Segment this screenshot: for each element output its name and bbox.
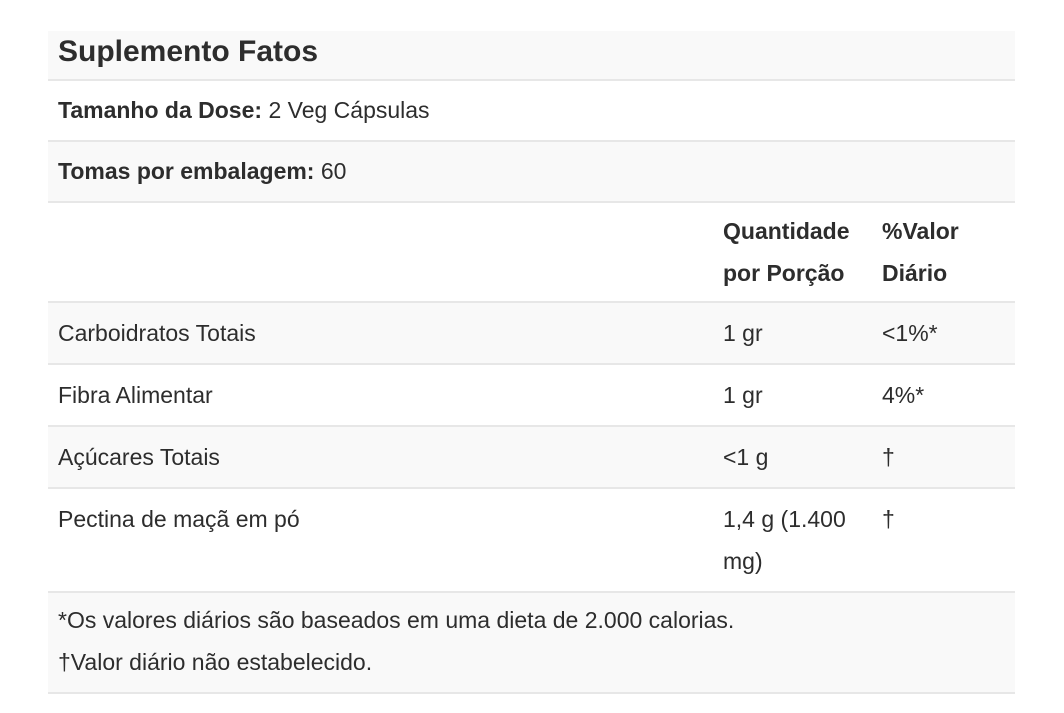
footnote-daily-values: *Os valores diários são baseados em uma … bbox=[58, 607, 735, 633]
panel-title: Suplemento Fatos bbox=[48, 31, 1015, 81]
table-row: Carboidratos Totais 1 gr <1%* bbox=[48, 303, 1015, 365]
header-percent-daily-value: %Valor Diário bbox=[882, 218, 959, 286]
ingredient-name: Carboidratos Totais bbox=[58, 320, 256, 346]
servings-per-container-label: Tomas por embalagem: bbox=[58, 158, 315, 184]
ingredient-name: Fibra Alimentar bbox=[58, 382, 213, 408]
supplement-facts-panel: Suplemento Fatos Tamanho da Dose: 2 Veg … bbox=[48, 31, 1015, 694]
header-ingredient-spacer bbox=[48, 210, 723, 294]
header-amount-per-serving: Quantidade por Porção bbox=[723, 218, 850, 286]
ingredient-amount: 1 gr bbox=[723, 320, 763, 346]
table-row: Açúcares Totais <1 g † bbox=[48, 427, 1015, 489]
serving-size-label: Tamanho da Dose: bbox=[58, 97, 263, 123]
serving-size-value: 2 Veg Cápsulas bbox=[268, 97, 430, 123]
ingredient-name: Açúcares Totais bbox=[58, 444, 220, 470]
table-header-row: Quantidade por Porção %Valor Diário bbox=[48, 203, 1015, 303]
servings-per-container-row: Tomas por embalagem: 60 bbox=[48, 142, 1015, 203]
table-row: Fibra Alimentar 1 gr 4%* bbox=[48, 365, 1015, 427]
ingredient-dv: † bbox=[882, 506, 895, 532]
ingredient-amount: 1 gr bbox=[723, 382, 763, 408]
footnote-dagger: †Valor diário não estabelecido. bbox=[58, 649, 373, 675]
ingredient-name: Pectina de maçã em pó bbox=[58, 506, 300, 532]
serving-size-row: Tamanho da Dose: 2 Veg Cápsulas bbox=[48, 81, 1015, 142]
table-row: Pectina de maçã em pó 1,4 g (1.400 mg) † bbox=[48, 489, 1015, 593]
ingredient-dv: 4%* bbox=[882, 382, 925, 408]
ingredient-dv: <1%* bbox=[882, 320, 938, 346]
footnotes: *Os valores diários são baseados em uma … bbox=[48, 593, 1015, 694]
servings-per-container-value: 60 bbox=[320, 158, 347, 184]
ingredient-dv: † bbox=[882, 444, 895, 470]
ingredient-amount: 1,4 g (1.400 mg) bbox=[723, 506, 846, 574]
ingredient-amount: <1 g bbox=[723, 444, 769, 470]
